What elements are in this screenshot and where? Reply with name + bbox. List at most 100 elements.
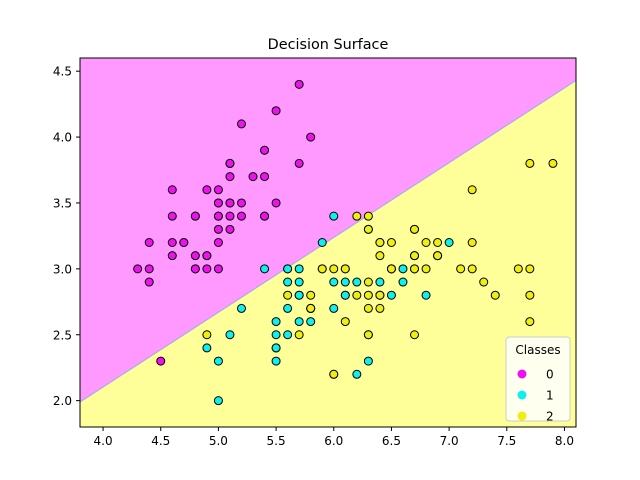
legend-box	[505, 336, 571, 422]
data-point	[167, 185, 177, 195]
data-point	[190, 264, 200, 274]
data-point	[225, 158, 235, 168]
data-point	[363, 356, 373, 366]
data-point	[421, 238, 431, 247]
data-point	[190, 251, 200, 261]
legend-marker	[517, 390, 527, 400]
data-point	[271, 317, 281, 327]
x-tick-label: 7.0	[440, 434, 459, 448]
data-point	[213, 185, 223, 195]
decision-regions	[80, 58, 576, 427]
data-point	[329, 303, 339, 313]
legend-label: 2	[546, 410, 554, 424]
data-point	[490, 290, 500, 300]
data-point	[525, 290, 535, 300]
data-point	[167, 251, 177, 261]
data-point	[294, 158, 304, 168]
data-point	[225, 330, 235, 340]
data-point	[363, 303, 373, 313]
data-point	[271, 106, 281, 116]
data-point	[294, 290, 304, 300]
y-tick-label: 2.0	[53, 394, 72, 408]
data-point	[213, 264, 223, 274]
data-point	[340, 264, 350, 274]
data-point	[225, 224, 235, 234]
data-point	[525, 317, 535, 327]
chart-title: Decision Surface	[268, 37, 389, 53]
data-point	[271, 198, 281, 208]
data-point	[283, 277, 293, 287]
data-point	[202, 264, 212, 274]
data-point	[144, 264, 154, 274]
data-point	[202, 330, 212, 340]
data-point	[225, 172, 235, 182]
data-point	[271, 330, 281, 340]
data-point	[236, 198, 246, 208]
data-point	[352, 277, 362, 287]
data-point	[144, 238, 154, 247]
data-point	[283, 330, 293, 340]
data-point	[167, 211, 177, 221]
data-point	[329, 264, 339, 274]
data-point	[329, 277, 339, 287]
data-point	[375, 303, 385, 313]
data-point	[294, 79, 304, 89]
data-point	[213, 396, 223, 406]
data-point	[260, 145, 270, 155]
data-point	[294, 317, 304, 327]
data-point	[410, 264, 420, 274]
x-tick-label: 4.0	[94, 434, 113, 448]
data-point	[363, 330, 373, 340]
legend-title: Classes	[515, 343, 560, 357]
data-point	[294, 277, 304, 287]
data-point	[317, 238, 327, 247]
y-tick-label: 3.0	[53, 262, 72, 276]
data-point	[386, 290, 396, 300]
legend: Classes 0 1 2	[505, 336, 571, 424]
data-point	[479, 277, 489, 287]
y-tick-label: 4.5	[53, 65, 72, 79]
data-point	[525, 158, 535, 168]
data-point	[236, 119, 246, 129]
data-point	[410, 224, 420, 234]
data-point	[306, 303, 316, 313]
data-point	[352, 211, 362, 221]
data-point	[179, 238, 189, 247]
data-point	[133, 264, 143, 274]
scatter-points	[133, 79, 558, 406]
data-point	[548, 158, 558, 168]
data-point	[306, 132, 316, 142]
data-point	[271, 356, 281, 366]
x-tick-label: 6.0	[324, 434, 343, 448]
data-point	[375, 290, 385, 300]
data-point	[375, 251, 385, 261]
data-point	[398, 264, 408, 274]
x-tick-label: 7.5	[497, 434, 516, 448]
data-point	[202, 185, 212, 195]
y-tick-label: 4.0	[53, 131, 72, 145]
x-axis: 4.0 4.5 5.0 5.5 6.0 6.5 7.0 7.5 8.0	[94, 427, 574, 448]
data-point	[421, 264, 431, 274]
y-tick-label: 2.5	[53, 328, 72, 342]
data-point	[202, 251, 212, 261]
decision-boundary-line	[80, 79, 576, 403]
axes-frame	[79, 57, 577, 428]
data-point	[213, 198, 223, 208]
data-point	[306, 317, 316, 327]
series-class-0	[133, 79, 316, 366]
legend-marker	[517, 411, 527, 421]
data-point	[317, 264, 327, 274]
data-point	[363, 224, 373, 234]
data-point	[340, 290, 350, 300]
data-point	[467, 264, 477, 274]
data-point	[213, 356, 223, 366]
y-tick-label: 3.5	[53, 196, 72, 210]
data-point	[213, 238, 223, 247]
data-point	[363, 277, 373, 287]
series-class-2	[202, 158, 558, 379]
legend-marker	[517, 369, 527, 379]
data-point	[260, 211, 270, 221]
x-tick-label: 5.5	[267, 434, 286, 448]
data-point	[260, 264, 270, 274]
